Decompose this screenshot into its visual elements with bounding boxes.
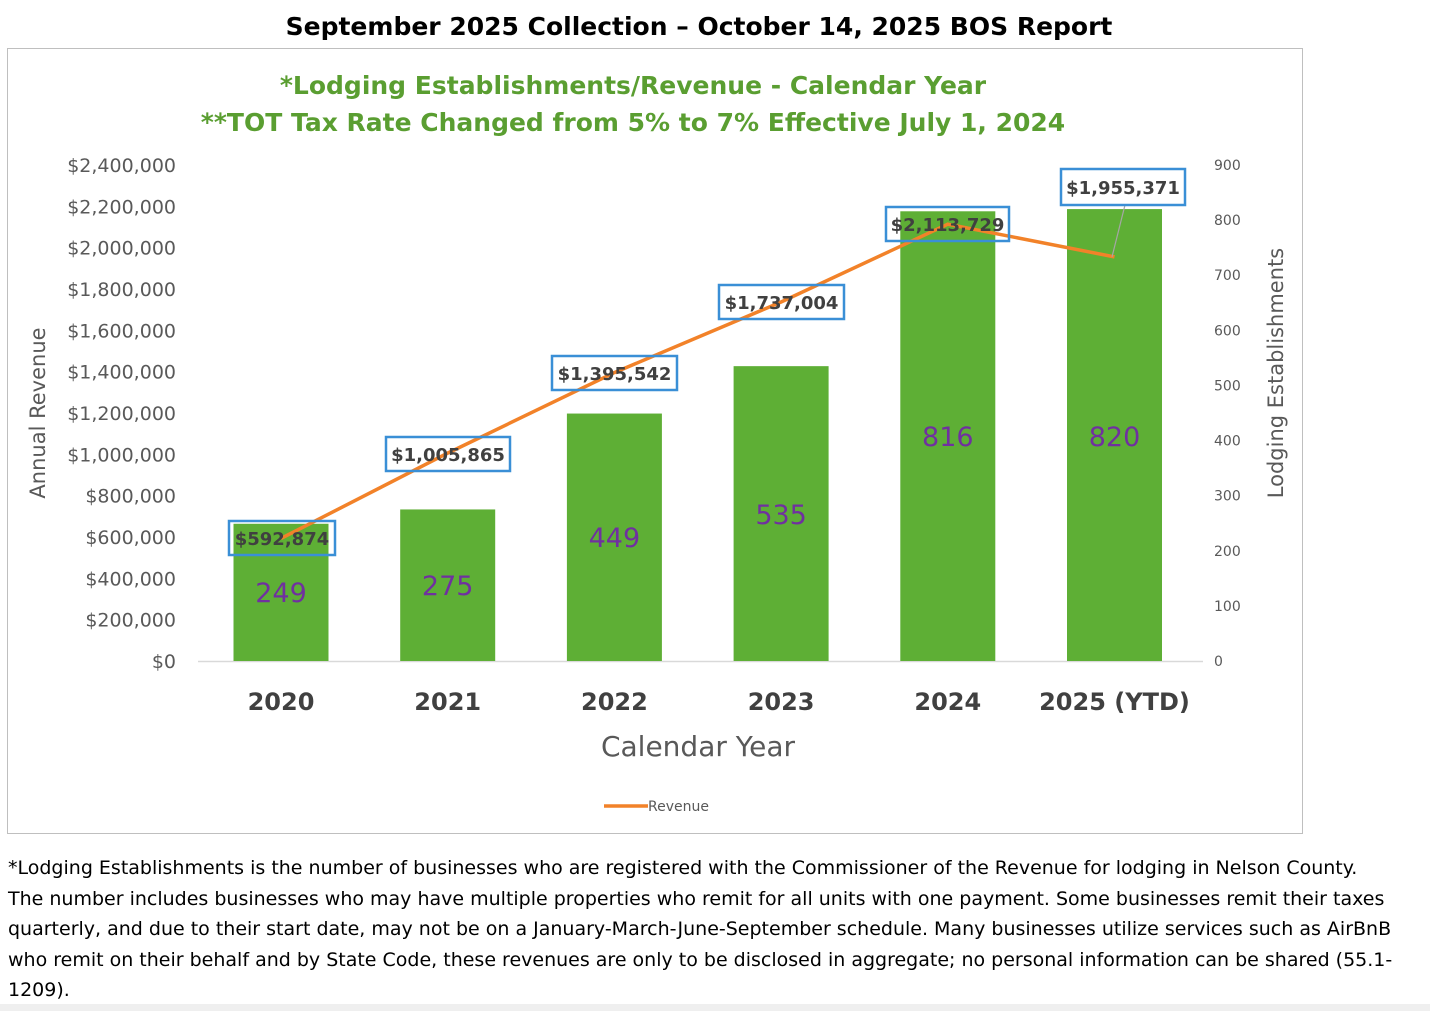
y-tick-label: $200,000 xyxy=(85,610,176,632)
bar-value-label: 535 xyxy=(755,500,807,531)
x-tick-label: 2021 xyxy=(414,688,481,716)
bar-value-label: 820 xyxy=(1089,422,1141,453)
y2-tick-label: 700 xyxy=(1214,268,1241,284)
bar xyxy=(1067,209,1162,662)
revenue-data-label: $1,395,542 xyxy=(558,364,672,385)
revenue-line xyxy=(280,222,1115,541)
revenue-label-box xyxy=(384,435,512,473)
y-tick-label: $1,800,000 xyxy=(67,279,176,301)
revenue-label-box xyxy=(227,519,337,557)
y-axis-title: Annual Revenue xyxy=(26,327,50,498)
y-tick-label: $800,000 xyxy=(85,486,176,508)
bar-value-label: 249 xyxy=(255,578,307,609)
y-tick-label: $1,400,000 xyxy=(67,362,176,384)
revenue-label-box xyxy=(550,354,679,392)
y2-tick-label: 600 xyxy=(1214,323,1241,339)
page-title: September 2025 Collection – October 14, … xyxy=(285,12,1113,41)
x-tick-label: 2022 xyxy=(581,688,648,716)
x-axis-title: Calendar Year xyxy=(601,730,796,763)
y-tick-label: $2,400,000 xyxy=(67,155,176,177)
y2-tick-label: 300 xyxy=(1214,489,1241,505)
x-tick-label: 2020 xyxy=(248,688,315,716)
y-tick-label: $400,000 xyxy=(85,568,176,590)
legend-label-revenue: Revenue xyxy=(648,799,709,815)
chart-subtitle: **TOT Tax Rate Changed from 5% to 7% Eff… xyxy=(201,108,1065,137)
revenue-label-box xyxy=(717,283,846,321)
label-leader-line xyxy=(1111,204,1126,258)
chart-svg: *Lodging Establishments/Revenue - Calend… xyxy=(26,71,1288,815)
bar xyxy=(900,211,996,661)
bar-value-label: 275 xyxy=(422,571,474,602)
bar-value-label: 449 xyxy=(589,523,641,554)
y2-tick-label: 400 xyxy=(1214,434,1241,450)
y2-tick-label: 500 xyxy=(1214,378,1241,394)
y2-tick-label: 100 xyxy=(1214,599,1241,615)
y-tick-label: $0 xyxy=(152,651,176,673)
revenue-data-label: $2,113,729 xyxy=(891,215,1005,236)
bar xyxy=(733,366,829,661)
y2-axis-title: Lodging Establishments xyxy=(1264,248,1288,498)
revenue-label-box xyxy=(1059,167,1187,207)
y2-tick-label: 800 xyxy=(1214,213,1241,229)
y-tick-label: $2,000,000 xyxy=(67,238,176,260)
bottom-strip xyxy=(0,1004,1430,1011)
y-tick-label: $1,200,000 xyxy=(67,403,176,425)
y2-tick-label: 900 xyxy=(1214,158,1241,174)
revenue-data-label: $1,737,004 xyxy=(725,293,839,314)
bar-value-label: 816 xyxy=(922,422,974,453)
x-tick-label: 2025 (YTD) xyxy=(1039,688,1190,716)
chart-title: *Lodging Establishments/Revenue - Calend… xyxy=(280,71,987,100)
x-tick-label: 2024 xyxy=(914,688,981,716)
revenue-data-label: $592,874 xyxy=(235,529,330,550)
bar xyxy=(400,509,496,661)
bar xyxy=(233,523,329,661)
y-tick-label: $1,000,000 xyxy=(67,444,176,466)
y-tick-label: $2,200,000 xyxy=(67,196,176,218)
bar xyxy=(566,413,662,661)
y-tick-label: $600,000 xyxy=(85,527,176,549)
revenue-data-label: $1,005,865 xyxy=(391,445,505,466)
chart-area: *Lodging Establishments/Revenue - Calend… xyxy=(7,48,1303,834)
x-tick-label: 2023 xyxy=(748,688,815,716)
y2-tick-label: 0 xyxy=(1214,654,1223,670)
y-tick-label: $1,600,000 xyxy=(67,320,176,342)
y2-tick-label: 200 xyxy=(1214,544,1241,560)
revenue-data-label: $1,955,371 xyxy=(1066,178,1180,199)
revenue-label-box xyxy=(884,205,1011,243)
footnote: *Lodging Establishments is the number of… xyxy=(8,857,1393,1001)
